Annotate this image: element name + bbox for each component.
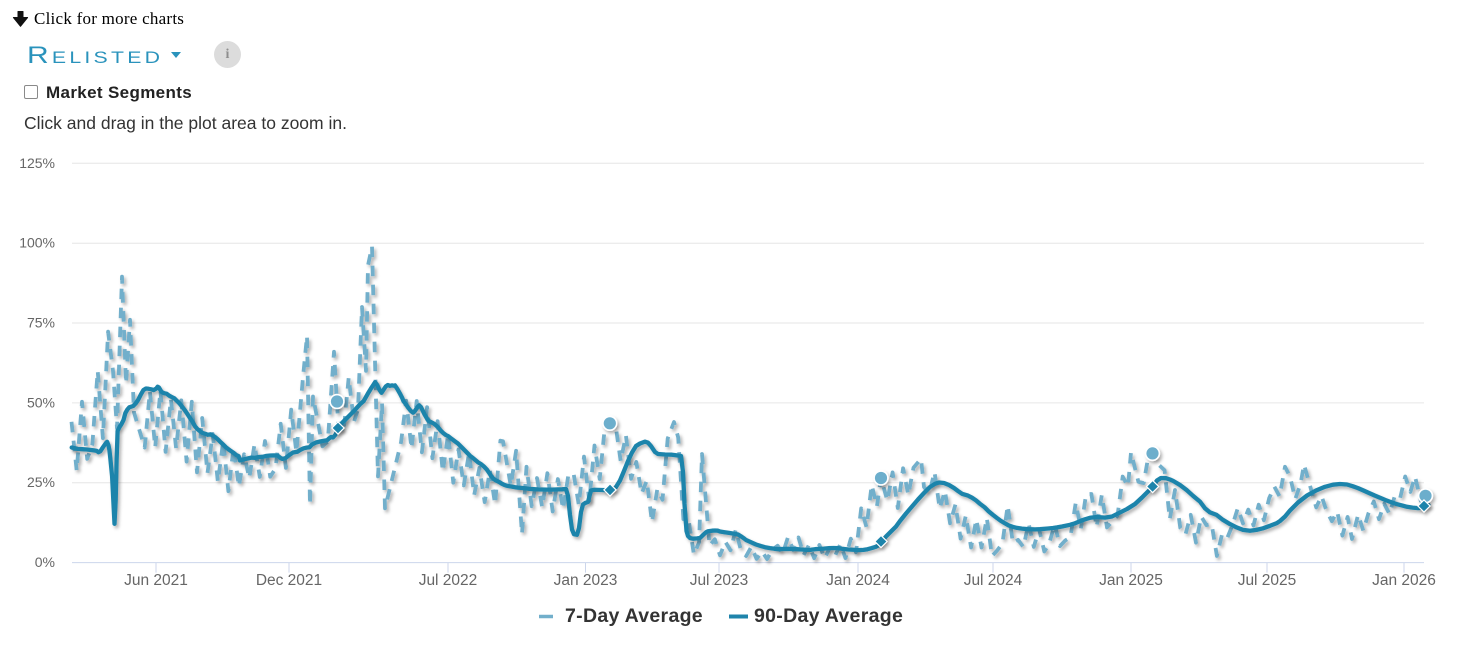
svg-text:Jan 2026: Jan 2026	[1372, 572, 1436, 589]
svg-text:Jul 2024: Jul 2024	[964, 572, 1023, 589]
svg-text:25%: 25%	[27, 474, 55, 490]
svg-text:75%: 75%	[27, 315, 55, 331]
svg-text:Jun 2021: Jun 2021	[124, 572, 188, 589]
svg-text:Jul 2025: Jul 2025	[1238, 572, 1297, 589]
svg-text:7-Day Average: 7-Day Average	[565, 605, 703, 627]
svg-text:0%: 0%	[35, 554, 55, 570]
svg-text:Jan 2025: Jan 2025	[1099, 572, 1163, 589]
svg-text:Jan 2023: Jan 2023	[554, 572, 618, 589]
svg-text:Jul 2023: Jul 2023	[690, 572, 749, 589]
svg-text:Jan 2024: Jan 2024	[826, 572, 890, 589]
svg-text:Dec 2021: Dec 2021	[256, 572, 322, 589]
svg-text:90-Day Average: 90-Day Average	[754, 605, 903, 627]
svg-text:100%: 100%	[19, 235, 55, 251]
svg-text:Jul 2022: Jul 2022	[419, 572, 478, 589]
svg-text:50%: 50%	[27, 394, 55, 410]
svg-text:125%: 125%	[19, 155, 55, 171]
